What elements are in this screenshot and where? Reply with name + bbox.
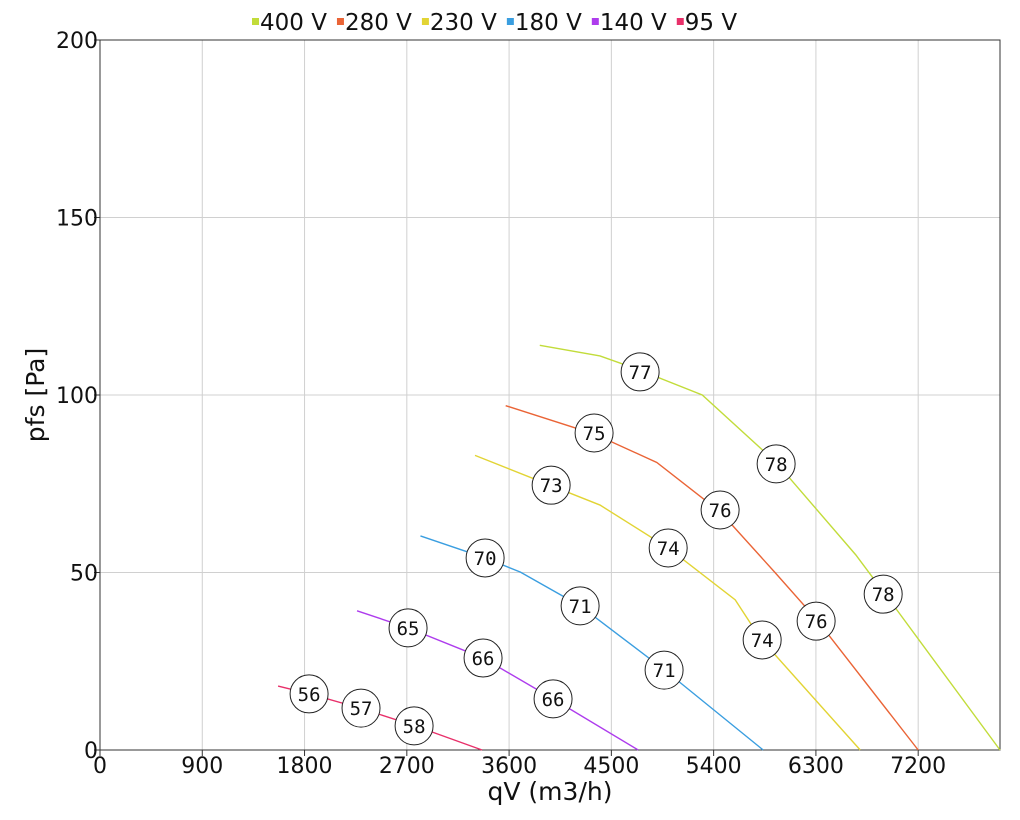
legend-label: 400 V: [260, 10, 327, 36]
efficiency-marker: [700, 490, 740, 530]
y-tick-label: 50: [70, 562, 98, 587]
x-tick-label: 1800: [277, 754, 333, 779]
efficiency-label: 56: [298, 684, 321, 706]
legend-swatch: [591, 18, 599, 25]
efficiency-label: 65: [397, 618, 420, 640]
efficiency-label: 66: [472, 648, 495, 670]
x-tick-label: 6300: [788, 754, 844, 779]
efficiency-marker: [531, 465, 571, 505]
x-tick-label: 0: [93, 754, 107, 779]
x-tick-label: 7200: [890, 754, 946, 779]
efficiency-label: 76: [805, 611, 828, 633]
y-tick-label: 0: [84, 739, 98, 764]
x-tick-label: 4500: [583, 754, 639, 779]
x-tick-label: 2700: [379, 754, 435, 779]
y-tick-label: 150: [56, 207, 98, 232]
efficiency-marker: [341, 688, 381, 728]
legend-label: 95 V: [685, 10, 738, 36]
y-tick-label: 100: [56, 384, 98, 409]
efficiency-marker: [394, 706, 434, 746]
x-tick-label: 900: [181, 754, 223, 779]
legend-swatch: [676, 18, 684, 25]
efficiency-marker: [796, 601, 836, 641]
efficiency-marker: [644, 650, 684, 690]
efficiency-label: 74: [751, 630, 774, 652]
legend-swatch: [252, 18, 259, 25]
efficiency-marker: [388, 608, 428, 648]
legend-label: 280 V: [345, 10, 412, 36]
efficiency-label: 78: [765, 454, 788, 476]
y-tick-label: 200: [56, 29, 98, 54]
efficiency-marker: [465, 538, 505, 578]
efficiency-marker: [574, 413, 614, 453]
efficiency-marker: [742, 620, 782, 660]
legend-label: 180 V: [515, 10, 582, 36]
legend-swatch: [336, 18, 344, 25]
legend-swatch: [506, 18, 514, 25]
efficiency-label: 74: [657, 538, 680, 560]
series-line: [539, 344, 1001, 751]
efficiency-label: 66: [542, 689, 565, 711]
efficiency-marker: [620, 352, 660, 392]
efficiency-marker: [863, 574, 903, 614]
efficiency-marker: [463, 638, 503, 678]
efficiency-label: 70: [474, 548, 497, 570]
efficiency-label: 75: [583, 423, 606, 445]
efficiency-label: 71: [653, 660, 676, 682]
legend-label: 230 V: [430, 10, 497, 36]
x-tick-label: 3600: [481, 754, 537, 779]
efficiency-marker: [756, 444, 796, 484]
efficiency-label: 57: [350, 698, 373, 720]
x-axis-label: qV (m3/h): [488, 777, 613, 806]
legend-label: 140 V: [600, 10, 667, 36]
efficiency-label: 58: [403, 716, 426, 738]
efficiency-marker: [289, 674, 329, 714]
efficiency-label: 71: [569, 596, 592, 618]
efficiency-marker: [648, 528, 688, 568]
legend-swatch: [421, 18, 429, 25]
efficiency-marker: [533, 679, 573, 719]
efficiency-label: 78: [872, 584, 895, 606]
efficiency-marker: [560, 586, 600, 626]
efficiency-label: 73: [540, 475, 563, 497]
plot-frame: [99, 39, 1001, 751]
efficiency-label: 77: [629, 362, 652, 384]
x-tick-label: 5400: [686, 754, 742, 779]
y-axis-label: pfs [Pa]: [21, 348, 50, 442]
efficiency-label: 76: [709, 500, 732, 522]
